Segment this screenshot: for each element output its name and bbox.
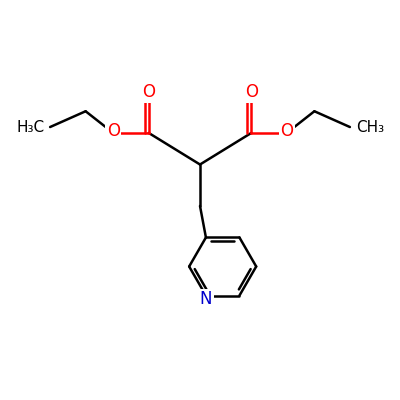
Text: O: O (107, 122, 120, 140)
Text: O: O (245, 83, 258, 101)
Text: N: N (200, 290, 212, 308)
Text: O: O (280, 122, 293, 140)
Text: H₃C: H₃C (16, 120, 44, 134)
Text: O: O (142, 83, 155, 101)
Text: CH₃: CH₃ (356, 120, 384, 134)
